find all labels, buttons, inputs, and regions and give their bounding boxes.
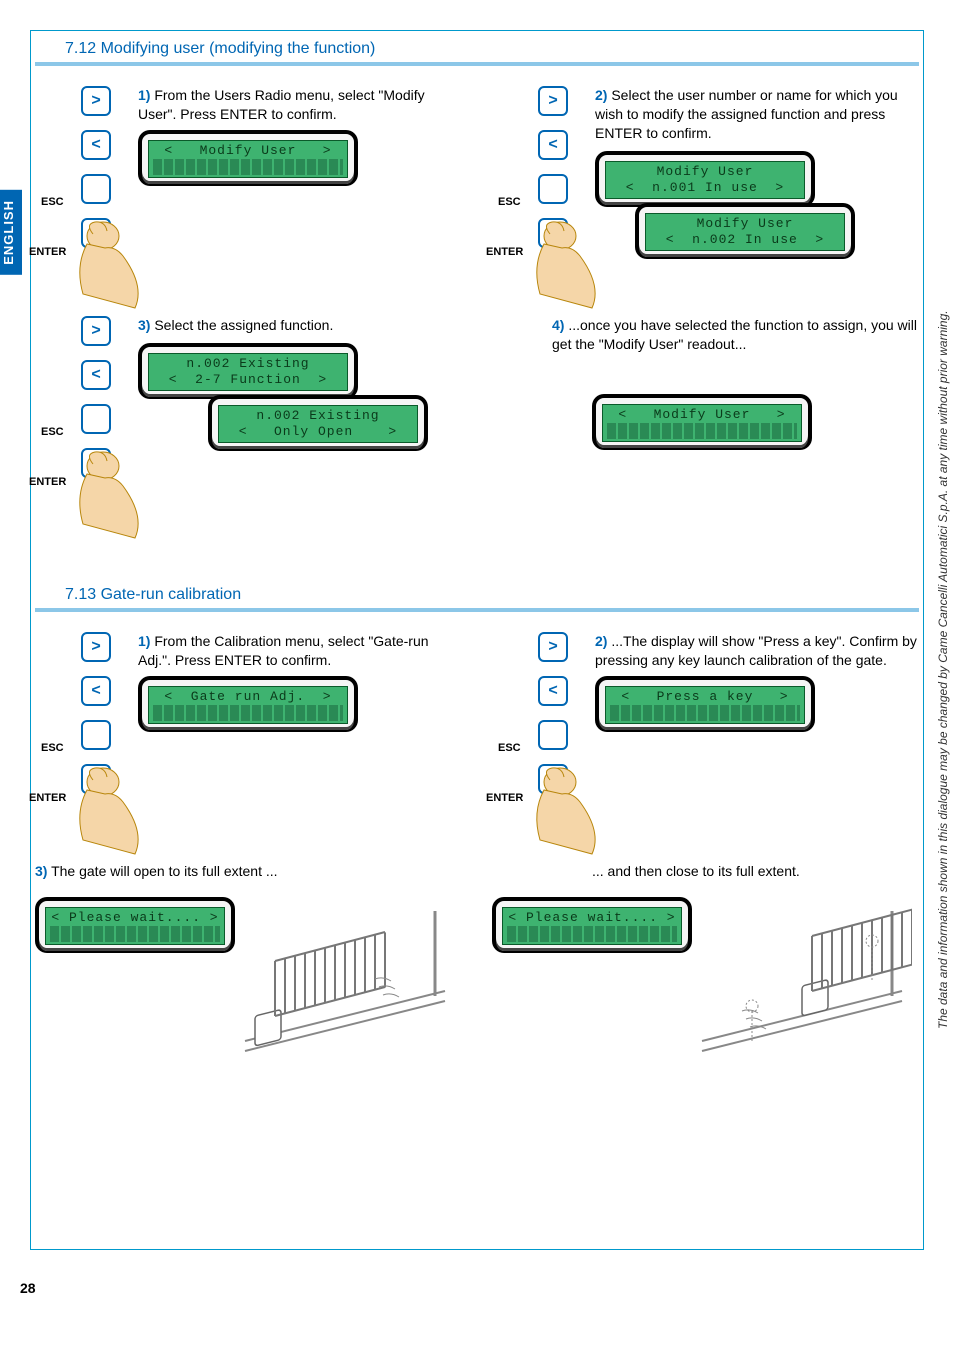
lcd-display: < Modify User > <box>592 394 812 450</box>
section-heading-712: 7.12 Modifying user (modifying the funct… <box>35 40 919 66</box>
gate-open-illustration <box>235 891 455 1061</box>
lcd-display: < Press a key > <box>595 676 815 732</box>
section-heading-713: 7.13 Gate-run calibration <box>35 586 919 612</box>
lcd-display: < Please wait.... > <box>492 897 692 953</box>
step-712-4: 4) ...once you have selected the functio… <box>492 316 919 526</box>
step-text: 1) From the Users Radio menu, select "Mo… <box>138 86 462 124</box>
step-713-2: ESC ENTER > < 2) ...The display will sho… <box>492 632 919 842</box>
keypad: ESC ENTER > < <box>35 316 130 526</box>
lcd-display: < Modify User > <box>138 130 358 186</box>
lcd-display: Modify User < n.002 In use > <box>635 203 855 259</box>
step-text: 4) ...once you have selected the functio… <box>552 316 919 354</box>
keypad: ESC ENTER > < <box>492 632 587 842</box>
lcd-display: < Please wait.... > <box>35 897 235 953</box>
keypad: ESC ENTER > < <box>492 86 587 296</box>
step-712-1: ESC ENTER > < 1) From the Users Radio me… <box>35 86 462 296</box>
lcd-display: Modify User < n.001 In use > <box>595 151 815 207</box>
page-number: 28 <box>10 1276 46 1300</box>
step-713-1: ESC ENTER > < 1) From the Calibration me… <box>35 632 462 842</box>
keypad: ESC ENTER > < <box>35 86 130 296</box>
step-713-4: ... and then close to its full extent. <… <box>492 862 919 1061</box>
lcd-display: n.002 Existing < Only Open > <box>208 395 428 451</box>
keypad: ESC ENTER > < <box>35 632 130 842</box>
gate-close-illustration <box>692 891 912 1061</box>
lcd-display: < Gate run Adj. > <box>138 676 358 732</box>
step-text: 2) Select the user number or name for wh… <box>595 86 919 143</box>
step-text: 2) ...The display will show "Press a key… <box>595 632 919 670</box>
step-text: 3) Select the assigned function. <box>138 316 462 335</box>
step-712-3: ESC ENTER > < 3) Select the assigned fun… <box>35 316 462 526</box>
step-text: 3) The gate will open to its full extent… <box>35 862 462 881</box>
step-712-2: ESC ENTER > < 2) Select the user number … <box>492 86 919 296</box>
step-text: ... and then close to its full extent. <box>592 862 919 881</box>
step-713-3: 3) The gate will open to its full extent… <box>35 862 462 1061</box>
lcd-display: n.002 Existing < 2-7 Function > <box>138 343 358 399</box>
step-text: 1) From the Calibration menu, select "Ga… <box>138 632 462 670</box>
